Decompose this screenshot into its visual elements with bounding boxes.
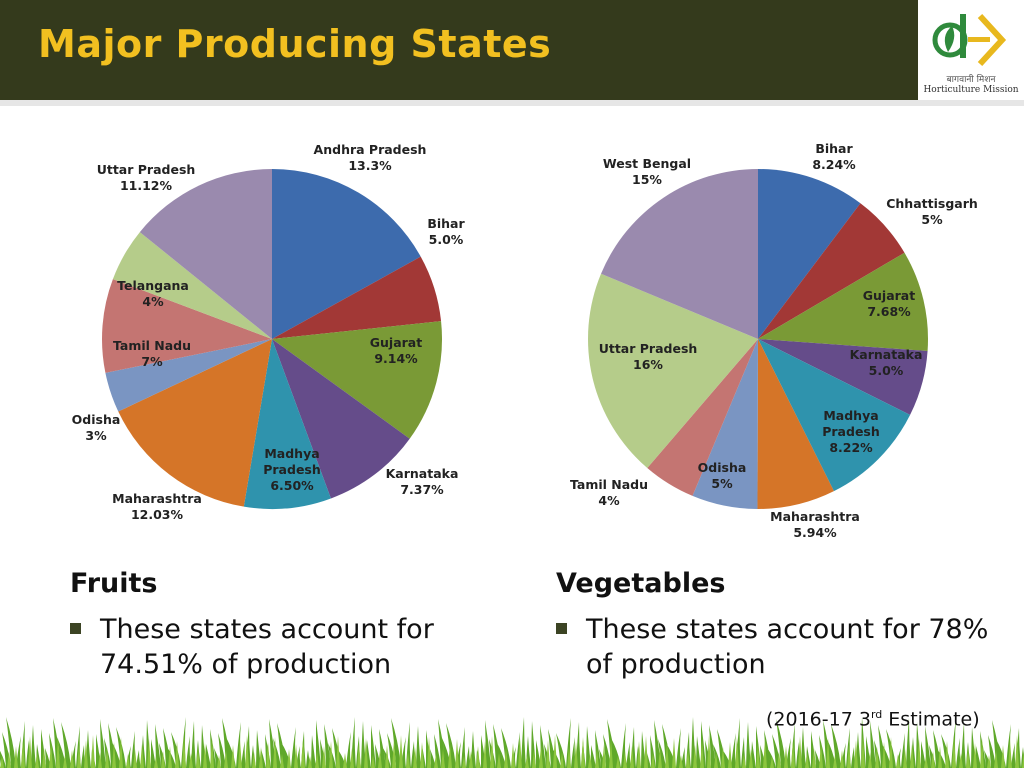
pie-slice-chhattisgarh	[758, 203, 905, 339]
pie-slice-tamil-nadu	[647, 339, 758, 496]
logo-hindi-text: बागवानी मिशन	[946, 75, 996, 85]
pie-label-bihar: Bihar 8.24%	[812, 141, 856, 172]
vegetables-heading: Vegetables	[556, 568, 726, 599]
vegetables-bullet-marker	[556, 623, 567, 634]
logo: बागवानी मिशन Horticulture Mission	[918, 0, 1024, 100]
pie-label-tamil-nadu: Tamil Nadu 7%	[113, 338, 191, 369]
footnote-prefix: (2016-17 3	[766, 708, 871, 731]
pie-label-gujarat: Gujarat 9.14%	[370, 335, 422, 366]
pie-slice-uttar-pradesh	[139, 169, 272, 339]
footnote: (2016-17 3rd Estimate)	[766, 708, 980, 730]
pie-slice-west-bengal	[601, 169, 758, 339]
fruits-bullet-marker	[70, 623, 81, 634]
pie-label-andhra-pradesh: Andhra Pradesh 13.3%	[314, 142, 427, 173]
pie-label-tamil-nadu: Tamil Nadu 4%	[570, 477, 648, 508]
pie-label-telangana: Telangana 4%	[117, 278, 189, 309]
pie-slice-karnataka	[758, 339, 928, 415]
pie-label-odisha: Odisha 5%	[698, 460, 747, 491]
pie-label-karnataka: Karnataka 5.0%	[850, 347, 923, 378]
pie-slice-andhra-pradesh	[272, 169, 421, 339]
vegetables-bullet-text: These states account for 78% of producti…	[586, 614, 989, 680]
pie-label-madhya-pradesh: Madhya Pradesh 6.50%	[263, 446, 321, 493]
pie-slice-bihar	[758, 169, 861, 339]
pie-label-maharashtra: Maharashtra 5.94%	[770, 509, 860, 540]
pie-label-uttar-pradesh: Uttar Pradesh 16%	[599, 341, 698, 372]
fruits-bullet-text: These states account for 74.51% of produ…	[100, 614, 434, 680]
pie-charts: Andhra Pradesh 13.3% Bihar 5.0% Gujarat 9.14%…	[72, 141, 978, 540]
pie-label-uttar-pradesh: Uttar Pradesh 11.12%	[97, 162, 196, 193]
footnote-suffix: Estimate)	[882, 708, 980, 731]
pie-slice-tamil-nadu	[102, 279, 273, 373]
pie-label-bihar: Bihar 5.0%	[427, 216, 465, 247]
pie-slice-bihar	[272, 256, 442, 339]
header-bar	[0, 0, 1024, 100]
pie-label-chhattisgarh: Chhattisgarh 5%	[886, 196, 978, 227]
pie-slice-telangana	[112, 232, 272, 339]
pie-slice-odisha	[692, 339, 758, 509]
footnote-sup: rd	[870, 708, 883, 721]
pie-slice-gujarat	[758, 252, 928, 351]
pie-slice-maharashtra	[118, 339, 272, 507]
pie-label-karnataka: Karnataka 7.37%	[386, 466, 459, 497]
pie-slice-gujarat	[272, 321, 442, 439]
fruits-pie: Andhra Pradesh 13.3% Bihar 5.0% Gujarat 9.14%…	[72, 142, 466, 522]
header-divider	[0, 100, 1024, 106]
pie-label-odisha: Odisha 3%	[72, 412, 121, 443]
pie-slice-madhya-pradesh	[758, 339, 911, 492]
pie-slice-madhya-pradesh	[243, 339, 331, 509]
leaf-arrow-logo-icon	[932, 13, 1007, 67]
pie-slice-odisha	[105, 339, 272, 412]
grass-decoration	[0, 717, 1024, 768]
pie-label-gujarat: Gujarat 7.68%	[863, 288, 915, 319]
pie-slice-karnataka	[272, 339, 410, 499]
fruits-heading: Fruits	[70, 568, 158, 599]
pie-label-madhya-pradesh: Madhya Pradesh 8.22%	[822, 408, 880, 455]
slide-title: Major Producing States	[38, 22, 552, 66]
pie-label-west-bengal: West Bengal 15%	[603, 156, 691, 187]
vegetables-pie: Bihar 8.24% Chhattisgarh 5% Gujarat 7.68% Karn…	[570, 141, 978, 540]
pie-label-maharashtra: Maharashtra 12.03%	[112, 491, 202, 522]
pie-slice-uttar-pradesh	[588, 273, 758, 469]
grass-blades	[0, 717, 1024, 768]
grass-highlights	[0, 735, 1024, 768]
logo-english-text: Horticulture Mission	[923, 85, 1019, 95]
pie-slice-maharashtra	[757, 339, 834, 510]
